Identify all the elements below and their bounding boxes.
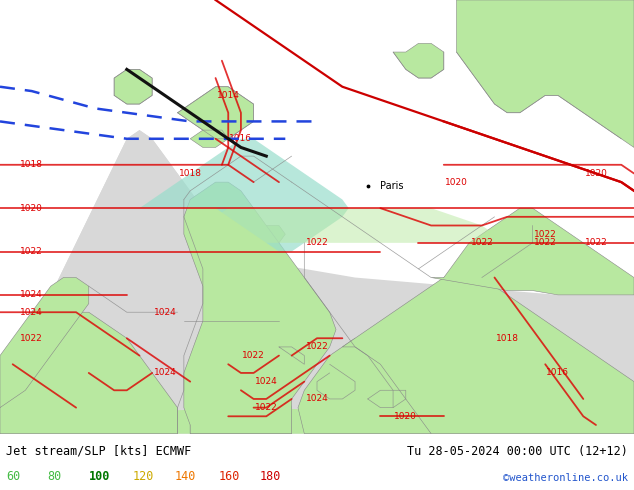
Text: 160: 160: [219, 470, 240, 483]
Text: 1018: 1018: [20, 160, 43, 169]
Text: 1022: 1022: [534, 238, 557, 247]
Text: 1022: 1022: [242, 351, 265, 360]
Polygon shape: [456, 0, 634, 147]
Polygon shape: [0, 130, 634, 434]
Text: Tu 28-05-2024 00:00 UTC (12+12): Tu 28-05-2024 00:00 UTC (12+12): [407, 445, 628, 458]
Text: Jet stream/SLP [kts] ECMWF: Jet stream/SLP [kts] ECMWF: [6, 445, 191, 458]
Text: 1020: 1020: [394, 412, 417, 421]
Text: 140: 140: [174, 470, 196, 483]
Polygon shape: [184, 182, 336, 434]
Text: 1024: 1024: [20, 291, 43, 299]
Text: 1022: 1022: [306, 238, 328, 247]
Text: 1020: 1020: [585, 169, 607, 178]
Text: 1018: 1018: [496, 334, 519, 343]
Text: 1020: 1020: [20, 204, 43, 213]
Text: 60: 60: [6, 470, 20, 483]
Text: 1022: 1022: [585, 238, 607, 247]
Polygon shape: [431, 208, 634, 295]
Polygon shape: [0, 408, 634, 434]
Text: 120: 120: [133, 470, 155, 483]
Polygon shape: [0, 312, 178, 434]
Text: 1022: 1022: [470, 238, 493, 247]
Text: 1022: 1022: [20, 334, 43, 343]
Polygon shape: [139, 139, 349, 251]
Text: 1022: 1022: [534, 230, 557, 239]
Polygon shape: [178, 87, 254, 139]
Text: 1016: 1016: [230, 134, 252, 143]
Text: 1018: 1018: [179, 169, 202, 178]
Text: 80: 80: [48, 470, 61, 483]
Polygon shape: [0, 277, 89, 408]
Text: 1016: 1016: [547, 368, 569, 377]
Text: 1024: 1024: [255, 377, 278, 386]
Polygon shape: [298, 338, 431, 434]
Text: 1022: 1022: [306, 343, 328, 351]
Text: 1014: 1014: [217, 91, 240, 100]
Text: ©weatheronline.co.uk: ©weatheronline.co.uk: [503, 473, 628, 483]
Polygon shape: [190, 130, 228, 147]
Polygon shape: [393, 44, 444, 78]
Text: 1024: 1024: [306, 394, 328, 403]
Polygon shape: [342, 269, 634, 434]
Polygon shape: [216, 208, 495, 243]
Text: 1024: 1024: [153, 368, 176, 377]
Polygon shape: [0, 130, 634, 434]
Text: 1024: 1024: [20, 308, 43, 317]
Text: 1022: 1022: [20, 247, 43, 256]
Text: 1024: 1024: [153, 308, 176, 317]
Text: 1020: 1020: [445, 178, 468, 187]
Polygon shape: [114, 70, 152, 104]
Polygon shape: [190, 225, 292, 434]
Text: 180: 180: [260, 470, 281, 483]
Text: 100: 100: [89, 470, 110, 483]
Text: Paris: Paris: [380, 181, 404, 192]
Text: 1022: 1022: [255, 403, 278, 412]
